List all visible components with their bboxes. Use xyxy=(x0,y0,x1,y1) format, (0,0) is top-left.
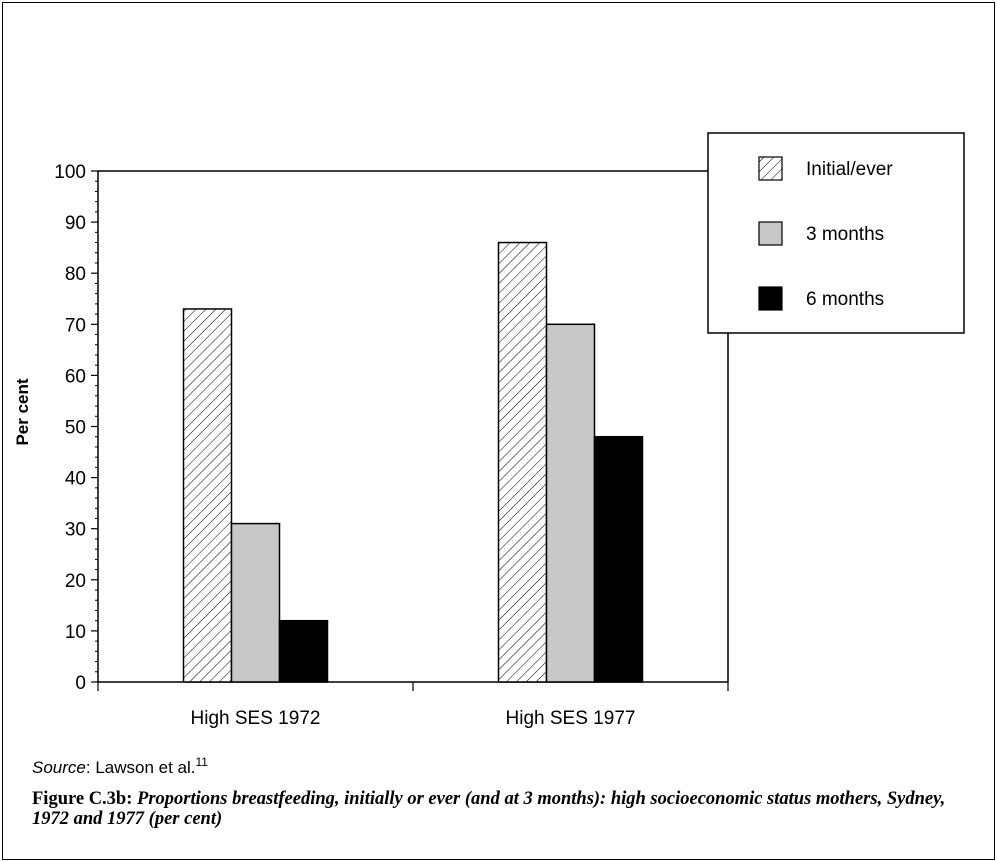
x-tick-label: High SES 1977 xyxy=(506,708,636,729)
source-reference: 11 xyxy=(195,755,208,769)
source-text: : Lawson et al. xyxy=(85,758,196,777)
legend: Initial/ever 3 months 6 months xyxy=(707,132,965,334)
legend-label: 6 months xyxy=(806,289,884,310)
y-tick-label: 100 xyxy=(54,162,86,183)
bar xyxy=(182,308,233,683)
plot-area: 0 10 20 30 40 50 60 70 80 90 100 High SES 1972 High … xyxy=(54,162,729,729)
figure-id: Figure C.3b: xyxy=(32,789,138,809)
x-tick-label: High SES 1972 xyxy=(191,708,321,729)
figure-title: Proportions breastfeeding, initially or … xyxy=(32,789,946,829)
bar xyxy=(497,241,548,683)
y-tick-label: 10 xyxy=(65,622,86,643)
legend-swatch xyxy=(758,286,783,311)
source-note: Source: Lawson et al.11 xyxy=(32,755,208,778)
source-label: Source xyxy=(32,758,86,777)
legend-swatch xyxy=(758,221,783,246)
y-axis-label: Per cent xyxy=(13,378,32,445)
bar-chart: 0 10 20 30 40 50 60 70 80 90 100 High SES 1972 High … xyxy=(13,132,965,729)
y-tick-label: 70 xyxy=(65,315,86,336)
figure-caption: Figure C.3b: Proportions breastfeeding, … xyxy=(32,789,972,829)
y-tick-label: 50 xyxy=(65,418,86,439)
bar xyxy=(593,435,644,683)
y-tick-label: 60 xyxy=(65,366,86,387)
y-tick-label: 80 xyxy=(65,264,86,285)
bar xyxy=(545,323,596,683)
y-tick-label: 0 xyxy=(75,673,86,694)
bar xyxy=(278,619,329,683)
bar xyxy=(230,522,281,683)
y-tick-label: 30 xyxy=(65,520,86,541)
y-tick-label: 90 xyxy=(65,213,86,234)
legend-label: 3 months xyxy=(806,224,884,245)
legend-swatch xyxy=(758,156,783,181)
legend-box xyxy=(707,132,965,334)
y-tick-label: 40 xyxy=(65,469,86,490)
y-tick-label: 20 xyxy=(65,571,86,592)
legend-label: Initial/ever xyxy=(806,159,893,180)
